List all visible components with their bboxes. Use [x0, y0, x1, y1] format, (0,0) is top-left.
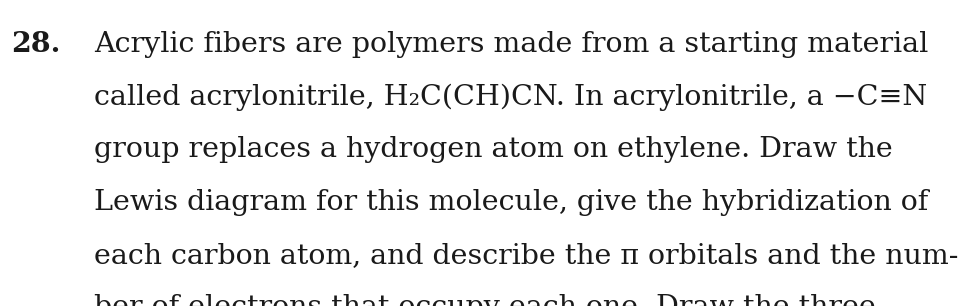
Text: group replaces a hydrogen atom on ethylene. Draw the: group replaces a hydrogen atom on ethyle… — [94, 136, 892, 163]
Text: Lewis diagram for this molecule, give the hybridization of: Lewis diagram for this molecule, give th… — [94, 189, 927, 216]
Text: ber of electrons that occupy each one. Draw the three-: ber of electrons that occupy each one. D… — [94, 294, 885, 306]
Text: Acrylic fibers are polymers made from a starting material: Acrylic fibers are polymers made from a … — [94, 31, 928, 58]
Text: called acrylonitrile, H₂C(CH)CN. In acrylonitrile, a −C≡N: called acrylonitrile, H₂C(CH)CN. In acry… — [94, 83, 926, 111]
Text: 28.: 28. — [12, 31, 61, 58]
Text: each carbon atom, and describe the π orbitals and the num-: each carbon atom, and describe the π orb… — [94, 242, 958, 269]
